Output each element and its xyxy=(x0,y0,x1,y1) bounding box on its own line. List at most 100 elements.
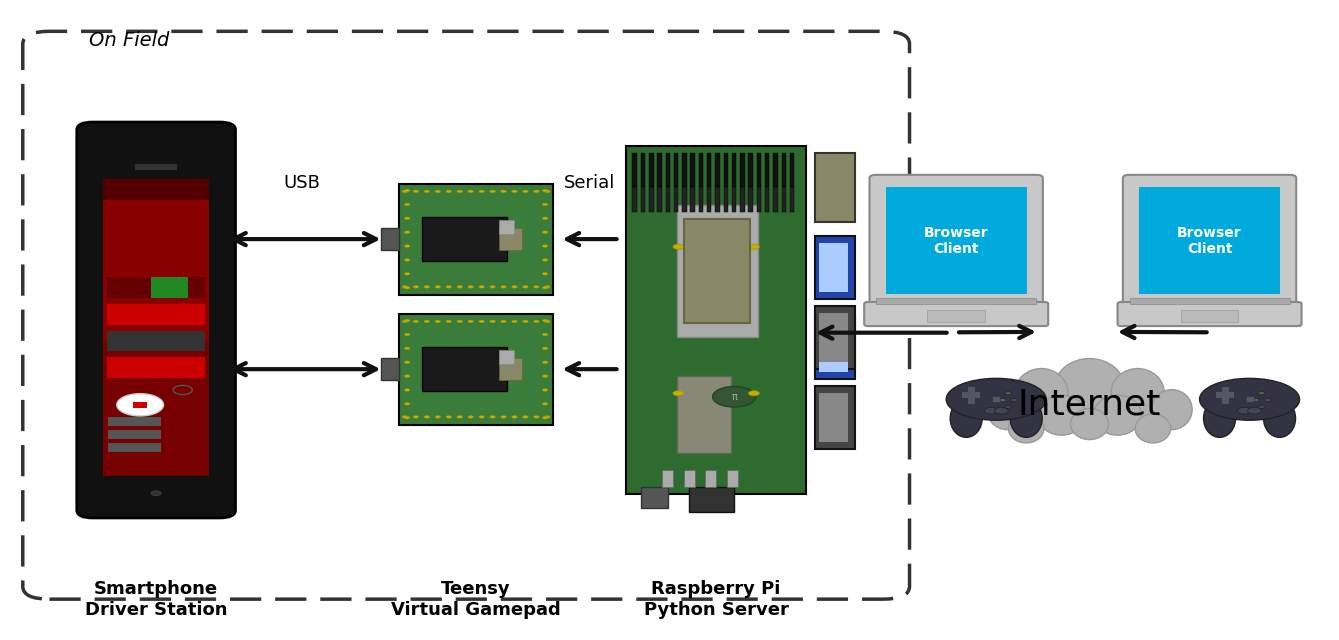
Bar xyxy=(749,152,753,188)
Circle shape xyxy=(457,320,462,323)
Circle shape xyxy=(404,286,410,289)
Bar xyxy=(657,152,661,188)
Bar xyxy=(723,188,728,212)
Circle shape xyxy=(1259,405,1265,408)
Circle shape xyxy=(501,320,506,323)
Bar xyxy=(107,304,205,324)
Ellipse shape xyxy=(1008,414,1044,443)
Bar xyxy=(641,188,645,212)
Circle shape xyxy=(542,347,548,349)
Circle shape xyxy=(545,285,550,288)
Circle shape xyxy=(173,385,193,394)
Circle shape xyxy=(424,285,430,288)
Bar xyxy=(682,152,687,188)
Circle shape xyxy=(457,285,462,288)
Bar xyxy=(640,488,668,508)
Text: On Field: On Field xyxy=(90,31,170,51)
Circle shape xyxy=(490,415,495,418)
Bar xyxy=(499,358,522,380)
Bar xyxy=(782,188,786,212)
Circle shape xyxy=(994,408,1008,414)
Bar xyxy=(423,347,507,392)
Bar xyxy=(649,152,653,188)
Circle shape xyxy=(479,190,485,193)
Bar xyxy=(499,228,522,250)
FancyBboxPatch shape xyxy=(864,302,1048,326)
Bar xyxy=(732,188,736,212)
Circle shape xyxy=(522,190,528,193)
Circle shape xyxy=(542,203,548,205)
Bar xyxy=(757,188,761,212)
Circle shape xyxy=(542,189,548,192)
Bar xyxy=(691,152,695,188)
Circle shape xyxy=(522,285,528,288)
Bar xyxy=(632,188,637,212)
Circle shape xyxy=(1237,408,1252,414)
Bar xyxy=(399,184,553,294)
Circle shape xyxy=(467,320,474,323)
Ellipse shape xyxy=(947,378,1046,420)
Circle shape xyxy=(542,217,548,220)
Text: Browser
Client: Browser Client xyxy=(924,226,988,256)
Circle shape xyxy=(404,203,410,205)
Text: Smartphone
Driver Station: Smartphone Driver Station xyxy=(84,580,228,619)
Circle shape xyxy=(479,320,485,323)
Bar xyxy=(108,444,162,452)
Text: Raspberry Pi
Python Server: Raspberry Pi Python Server xyxy=(644,580,789,619)
Bar xyxy=(706,470,716,488)
Bar xyxy=(757,152,761,188)
Ellipse shape xyxy=(1055,358,1125,416)
Text: Browser
Client: Browser Client xyxy=(1177,226,1241,256)
Circle shape xyxy=(1264,399,1271,402)
Bar xyxy=(674,152,679,188)
Circle shape xyxy=(511,285,517,288)
Bar xyxy=(676,376,731,452)
Bar xyxy=(723,152,728,188)
Circle shape xyxy=(479,285,485,288)
FancyBboxPatch shape xyxy=(869,175,1043,307)
Circle shape xyxy=(534,285,540,288)
Circle shape xyxy=(749,390,759,396)
Bar xyxy=(699,152,703,188)
Circle shape xyxy=(457,190,462,193)
Bar xyxy=(765,152,770,188)
Circle shape xyxy=(501,190,506,193)
Bar xyxy=(790,152,794,188)
Circle shape xyxy=(542,244,548,248)
Ellipse shape xyxy=(1152,390,1192,429)
Bar xyxy=(382,228,399,250)
Bar xyxy=(715,188,720,212)
Bar xyxy=(103,342,209,476)
Circle shape xyxy=(446,415,451,418)
Bar xyxy=(815,306,854,369)
Circle shape xyxy=(467,190,474,193)
Circle shape xyxy=(424,190,430,193)
Bar xyxy=(665,152,670,188)
Bar xyxy=(103,160,209,179)
Ellipse shape xyxy=(1111,369,1165,417)
Bar xyxy=(690,488,734,512)
Ellipse shape xyxy=(951,399,983,437)
Circle shape xyxy=(467,415,474,418)
Ellipse shape xyxy=(1094,395,1141,435)
Circle shape xyxy=(534,320,540,323)
Bar xyxy=(107,304,205,324)
Text: Internet: Internet xyxy=(1018,387,1161,421)
Circle shape xyxy=(435,285,441,288)
Bar xyxy=(107,331,205,351)
Circle shape xyxy=(542,388,548,391)
Bar xyxy=(773,188,778,212)
Circle shape xyxy=(522,320,528,323)
Text: Serial: Serial xyxy=(564,173,615,191)
Bar xyxy=(886,187,1027,294)
Bar xyxy=(684,219,750,323)
Circle shape xyxy=(414,415,419,418)
Bar xyxy=(676,205,758,337)
Bar xyxy=(684,470,695,488)
Bar xyxy=(732,152,736,188)
Circle shape xyxy=(424,415,430,418)
Bar xyxy=(627,145,806,495)
Text: Teensy
Virtual Gamepad: Teensy Virtual Gamepad xyxy=(391,580,561,619)
Bar xyxy=(1130,298,1289,304)
Bar xyxy=(707,188,711,212)
